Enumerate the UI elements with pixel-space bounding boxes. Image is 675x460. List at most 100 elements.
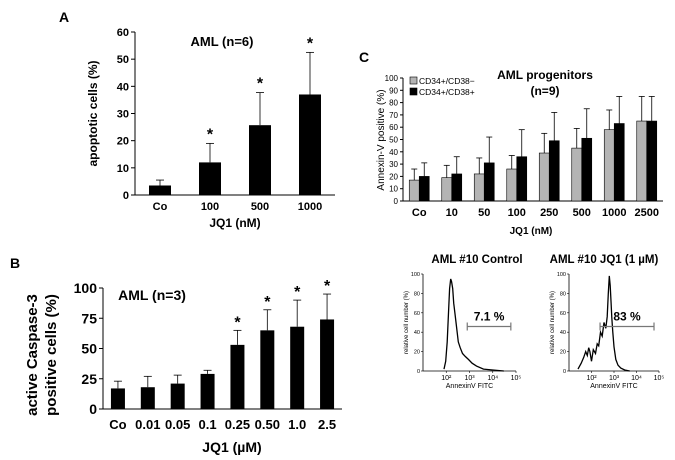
y-tick-label: 50	[117, 54, 129, 66]
y-tick-label: 100	[385, 74, 399, 83]
x-tick-label: 50	[478, 207, 490, 219]
y-tick-label: 20	[560, 350, 566, 356]
panel-c: C 0 10 20 30 40 50 60 70 80 90 100 Co 10 50 100 250 500 10…	[359, 49, 663, 237]
x-tick-label: 10⁵	[654, 375, 665, 382]
x-tick-label: 10⁵	[511, 375, 522, 382]
x-tick-label: 100	[201, 201, 219, 213]
bar	[110, 388, 125, 409]
x-tick-label: Co	[153, 201, 168, 213]
significance-marker: *	[307, 35, 314, 52]
y-tick-label: 100	[411, 272, 420, 278]
y-tick-label: 10	[117, 163, 129, 175]
y-tick-label: 0	[394, 197, 399, 206]
bar-cd38neg	[603, 129, 615, 202]
significance-marker: *	[234, 314, 241, 331]
x-tick-label: 0.25	[225, 417, 250, 432]
y-tick-label: 50	[389, 136, 398, 145]
y-axis-label-line2: positive cells (%)	[43, 294, 60, 416]
y-tick-label: 20	[117, 136, 129, 148]
y-tick-label: 30	[117, 109, 129, 121]
significance-marker: *	[257, 76, 264, 93]
y-tick-label: 0	[89, 401, 97, 417]
x-tick-label: Co	[109, 417, 126, 432]
bar-cd38neg	[571, 147, 583, 202]
bar-cd38neg	[506, 168, 518, 202]
histogram-curve	[577, 275, 630, 372]
bar-cd38pos	[451, 173, 463, 202]
x-tick-label: 2.5	[318, 417, 336, 432]
x-tick-label: 500	[573, 207, 591, 219]
y-tick-label: 80	[560, 291, 566, 297]
legend-swatch	[409, 87, 418, 96]
x-tick-label: 1000	[298, 201, 322, 213]
y-tick-label: 100	[74, 280, 98, 296]
x-tick-label: 1000	[602, 207, 626, 219]
y-tick-label: 20	[389, 172, 398, 181]
x-tick-label: 10	[446, 207, 458, 219]
y-tick-label: 0	[123, 190, 129, 202]
bar	[140, 387, 155, 409]
x-tick-label: 1.0	[288, 417, 306, 432]
chart-title: AML progenitors	[497, 68, 593, 82]
y-axis-label: apoptotic cells (%)	[86, 60, 100, 166]
panel-label: A	[59, 9, 69, 25]
y-axis-label: relative cell number (%)	[550, 291, 556, 354]
x-axis-label: JQ1 (nM)	[510, 226, 553, 237]
y-tick-label: 90	[389, 86, 398, 95]
x-tick-label: Co	[412, 207, 427, 219]
panel-b: B 0 25 50 75 100 Co 0.01 0.05 0.1 * 0.25 * 0.50 * 1.0 * 2…	[10, 255, 342, 455]
x-tick-label: 10⁴	[487, 375, 498, 382]
y-tick-label: 50	[81, 341, 97, 357]
bar	[249, 125, 271, 195]
y-tick-label: 80	[414, 291, 420, 297]
significance-marker: *	[207, 126, 214, 143]
x-tick-label: 10²	[441, 375, 452, 382]
x-tick-label: 0.50	[255, 417, 280, 432]
bar	[230, 344, 245, 409]
significance-marker: *	[294, 284, 301, 301]
bar	[170, 383, 185, 409]
y-tick-label: 0	[563, 369, 566, 375]
bar	[299, 94, 321, 195]
gate-label: 83 %	[613, 310, 641, 324]
y-tick-label: 20	[414, 350, 420, 356]
y-tick-label: 40	[389, 148, 398, 157]
bar	[260, 330, 275, 409]
x-tick-label: 10³	[464, 375, 475, 382]
bar	[290, 326, 305, 409]
x-tick-label: 10⁴	[631, 375, 642, 382]
bar	[200, 373, 215, 409]
bar-cd38neg	[636, 120, 648, 202]
y-tick-label: 40	[117, 81, 129, 93]
x-tick-label: 250	[540, 207, 558, 219]
x-axis-label: JQ1 (nM)	[209, 216, 260, 230]
x-tick-label: 0.01	[135, 417, 160, 432]
x-axis-label: JQ1 (µM)	[202, 439, 261, 455]
bar-cd38pos	[483, 162, 495, 202]
significance-marker: *	[324, 278, 331, 295]
y-tick-label: 70	[389, 111, 398, 120]
histogram-jq1: AML #10 JQ1 (1 µM) 0 20 40 60 80 100 10² 10³ 10⁴ 1…	[550, 254, 665, 390]
x-tick-label: 10³	[609, 375, 620, 382]
x-tick-label: 0.1	[199, 417, 217, 432]
histogram-title: AML #10 JQ1 (1 µM)	[550, 254, 659, 266]
bar	[199, 162, 221, 195]
x-tick-label: 2500	[635, 207, 659, 219]
chart-title: AML (n=3)	[118, 287, 186, 303]
histogram-title: AML #10 Control	[431, 254, 522, 266]
y-tick-label: 30	[389, 160, 398, 169]
y-tick-label: 75	[81, 310, 97, 326]
y-tick-label: 60	[414, 311, 420, 317]
y-tick-label: 60	[389, 123, 398, 132]
y-axis-label: relative cell number (%)	[404, 291, 410, 354]
y-tick-label: 40	[414, 330, 420, 336]
panel-label: C	[359, 49, 369, 65]
bar-cd38pos	[613, 123, 625, 202]
bar-cd38neg	[538, 152, 550, 202]
legend-label: CD34+/CD38+	[419, 87, 475, 97]
bar	[149, 185, 171, 195]
legend-label: CD34+/CD38−	[419, 76, 475, 86]
y-tick-label: 60	[117, 27, 129, 39]
y-axis-label-line1: active Caspase-3	[24, 294, 41, 416]
